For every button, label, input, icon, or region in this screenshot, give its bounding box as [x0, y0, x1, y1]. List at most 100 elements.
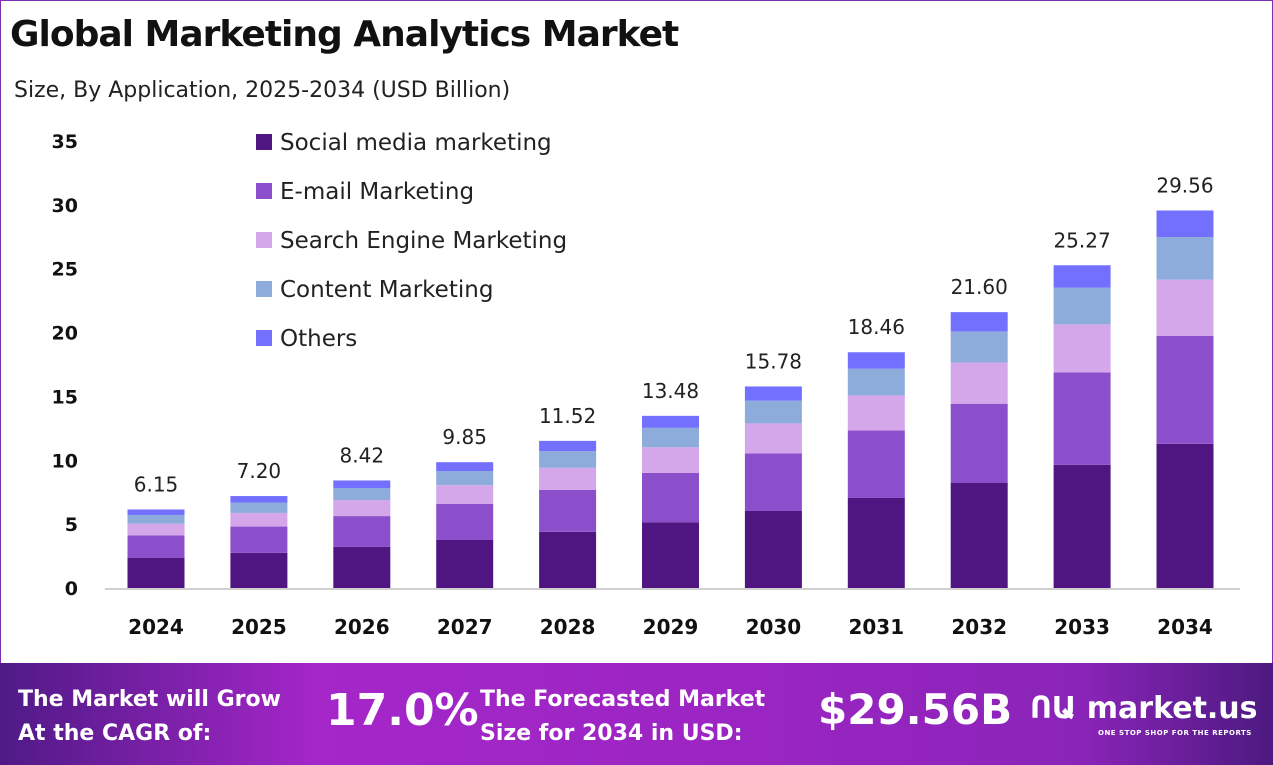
- bar-segment-2029-1: [642, 472, 699, 523]
- chart-subtitle: Size, By Application, 2025-2034 (USD Bil…: [14, 78, 511, 103]
- bar-segment-2029-2: [642, 447, 699, 473]
- legend-swatch: [256, 330, 272, 346]
- bar-segment-2025-1: [230, 526, 288, 553]
- y-tick-label: 25: [52, 259, 78, 281]
- bar-segment-2024-1: [127, 535, 185, 558]
- y-tick-label: 20: [52, 323, 78, 345]
- y-tick-label: 30: [52, 195, 78, 217]
- x-tick-label: 2033: [1054, 615, 1110, 639]
- legend-item: E-mail Marketing: [280, 179, 474, 205]
- bar-segment-2034-3: [1156, 237, 1214, 280]
- total-label: 21.60: [951, 275, 1008, 299]
- legend-item: Search Engine Marketing: [280, 228, 567, 254]
- x-tick-label: 2025: [231, 615, 287, 639]
- bar-segment-2028-3: [539, 451, 597, 468]
- bar-segment-2026-0: [333, 546, 391, 588]
- bar-segment-2029-0: [642, 522, 699, 588]
- bar-segment-2034-4: [1156, 210, 1214, 238]
- x-tick-label: 2030: [746, 615, 802, 639]
- bar-segment-2033-4: [1053, 265, 1111, 288]
- bar-segment-2032-4: [950, 312, 1008, 332]
- cagr-label-line1: The Market will Grow: [18, 687, 281, 712]
- total-label: 9.85: [442, 425, 487, 449]
- forecast-label-line1: The Forecasted Market: [480, 687, 766, 712]
- bar-segment-2024-2: [127, 523, 185, 536]
- bar-segment-2030-4: [744, 386, 802, 401]
- bar-segment-2024-4: [127, 509, 185, 515]
- bar-segment-2025-4: [230, 496, 288, 503]
- legend-swatch: [256, 183, 272, 199]
- logo-icon: ՈԱ: [1030, 691, 1087, 726]
- x-tick-label: 2026: [334, 615, 390, 639]
- bar-segment-2027-4: [436, 462, 494, 472]
- total-label: 13.48: [642, 379, 699, 403]
- bar-segment-2027-1: [436, 503, 494, 540]
- bar-segment-2033-3: [1053, 287, 1111, 325]
- total-label: 15.78: [745, 349, 802, 373]
- bar-segment-2028-2: [539, 467, 597, 490]
- x-tick-label: 2031: [848, 615, 904, 639]
- bar-segment-2031-4: [847, 352, 905, 369]
- bar-segment-2028-0: [539, 531, 597, 588]
- bar-segment-2031-3: [847, 368, 905, 396]
- bar-segment-2029-3: [642, 427, 699, 448]
- y-tick-label: 35: [52, 131, 78, 153]
- bar-segment-2032-2: [950, 362, 1008, 404]
- chart-title: Global Marketing Analytics Market: [10, 14, 679, 55]
- y-tick-label: 0: [65, 578, 78, 600]
- y-tick-label: 5: [65, 514, 78, 536]
- bar-segment-2025-0: [230, 552, 288, 588]
- forecast-label: The Forecasted Market Size for 2034 in US…: [480, 683, 765, 751]
- bar-segment-2032-0: [950, 482, 1008, 588]
- legend-swatch: [256, 134, 272, 150]
- logo-tagline: ONE STOP SHOP FOR THE REPORTS: [1098, 729, 1252, 737]
- total-label: 29.56: [1156, 173, 1213, 197]
- bar-segment-2033-1: [1053, 372, 1111, 465]
- bar-segment-2026-4: [333, 480, 391, 488]
- bar-segment-2026-2: [333, 500, 391, 517]
- bar-segment-2024-0: [127, 557, 185, 588]
- bar-segment-2031-2: [847, 395, 905, 431]
- bar-segment-2026-1: [333, 516, 391, 547]
- bar-segment-2027-2: [436, 485, 494, 504]
- total-label: 7.20: [237, 459, 282, 483]
- bar-segment-2025-2: [230, 512, 288, 527]
- summary-banner: The Market will Grow At the CAGR of: 17.0…: [0, 663, 1273, 765]
- x-tick-label: 2029: [643, 615, 699, 639]
- y-tick-label: 15: [52, 386, 78, 408]
- bar-segment-2032-3: [950, 331, 1008, 363]
- bar-segment-2028-1: [539, 489, 597, 532]
- bar-segment-2025-3: [230, 502, 288, 513]
- bar-segment-2029-4: [642, 415, 699, 428]
- bar-segment-2024-3: [127, 514, 185, 524]
- bar-segment-2031-1: [847, 430, 905, 498]
- bar-segment-2027-3: [436, 471, 494, 486]
- legend-swatch: [256, 232, 272, 248]
- bar-segment-2027-0: [436, 539, 494, 588]
- bar-segment-2030-0: [744, 510, 802, 588]
- total-label: 18.46: [848, 315, 905, 339]
- bar-segment-2033-2: [1053, 324, 1111, 373]
- stacked-bar-chart: 051015202530356.1520247.2020258.4220269.…: [52, 130, 1240, 639]
- legend-item: Content Marketing: [280, 277, 493, 303]
- bar-segment-2030-1: [744, 453, 802, 511]
- bar-segment-2030-3: [744, 400, 802, 424]
- bar-segment-2034-1: [1156, 335, 1214, 444]
- legend-swatch: [256, 281, 272, 297]
- logo-text: market.us: [1086, 691, 1258, 726]
- x-tick-label: 2027: [437, 615, 493, 639]
- market-us-logo: ՈԱ market.us: [1030, 691, 1258, 726]
- legend-item: Others: [280, 326, 357, 352]
- x-tick-label: 2024: [128, 615, 184, 639]
- cagr-label: The Market will Grow At the CAGR of:: [18, 683, 281, 751]
- cagr-label-line2: At the CAGR of:: [18, 721, 212, 746]
- total-label: 6.15: [134, 472, 179, 496]
- forecast-label-line2: Size for 2034 in USD:: [480, 721, 743, 746]
- total-label: 8.42: [340, 443, 385, 467]
- y-tick-label: 10: [52, 450, 78, 472]
- x-tick-label: 2034: [1157, 615, 1213, 639]
- cagr-value: 17.0%: [326, 685, 479, 736]
- total-label: 11.52: [539, 404, 596, 428]
- x-tick-label: 2028: [540, 615, 596, 639]
- bar-segment-2026-3: [333, 487, 391, 501]
